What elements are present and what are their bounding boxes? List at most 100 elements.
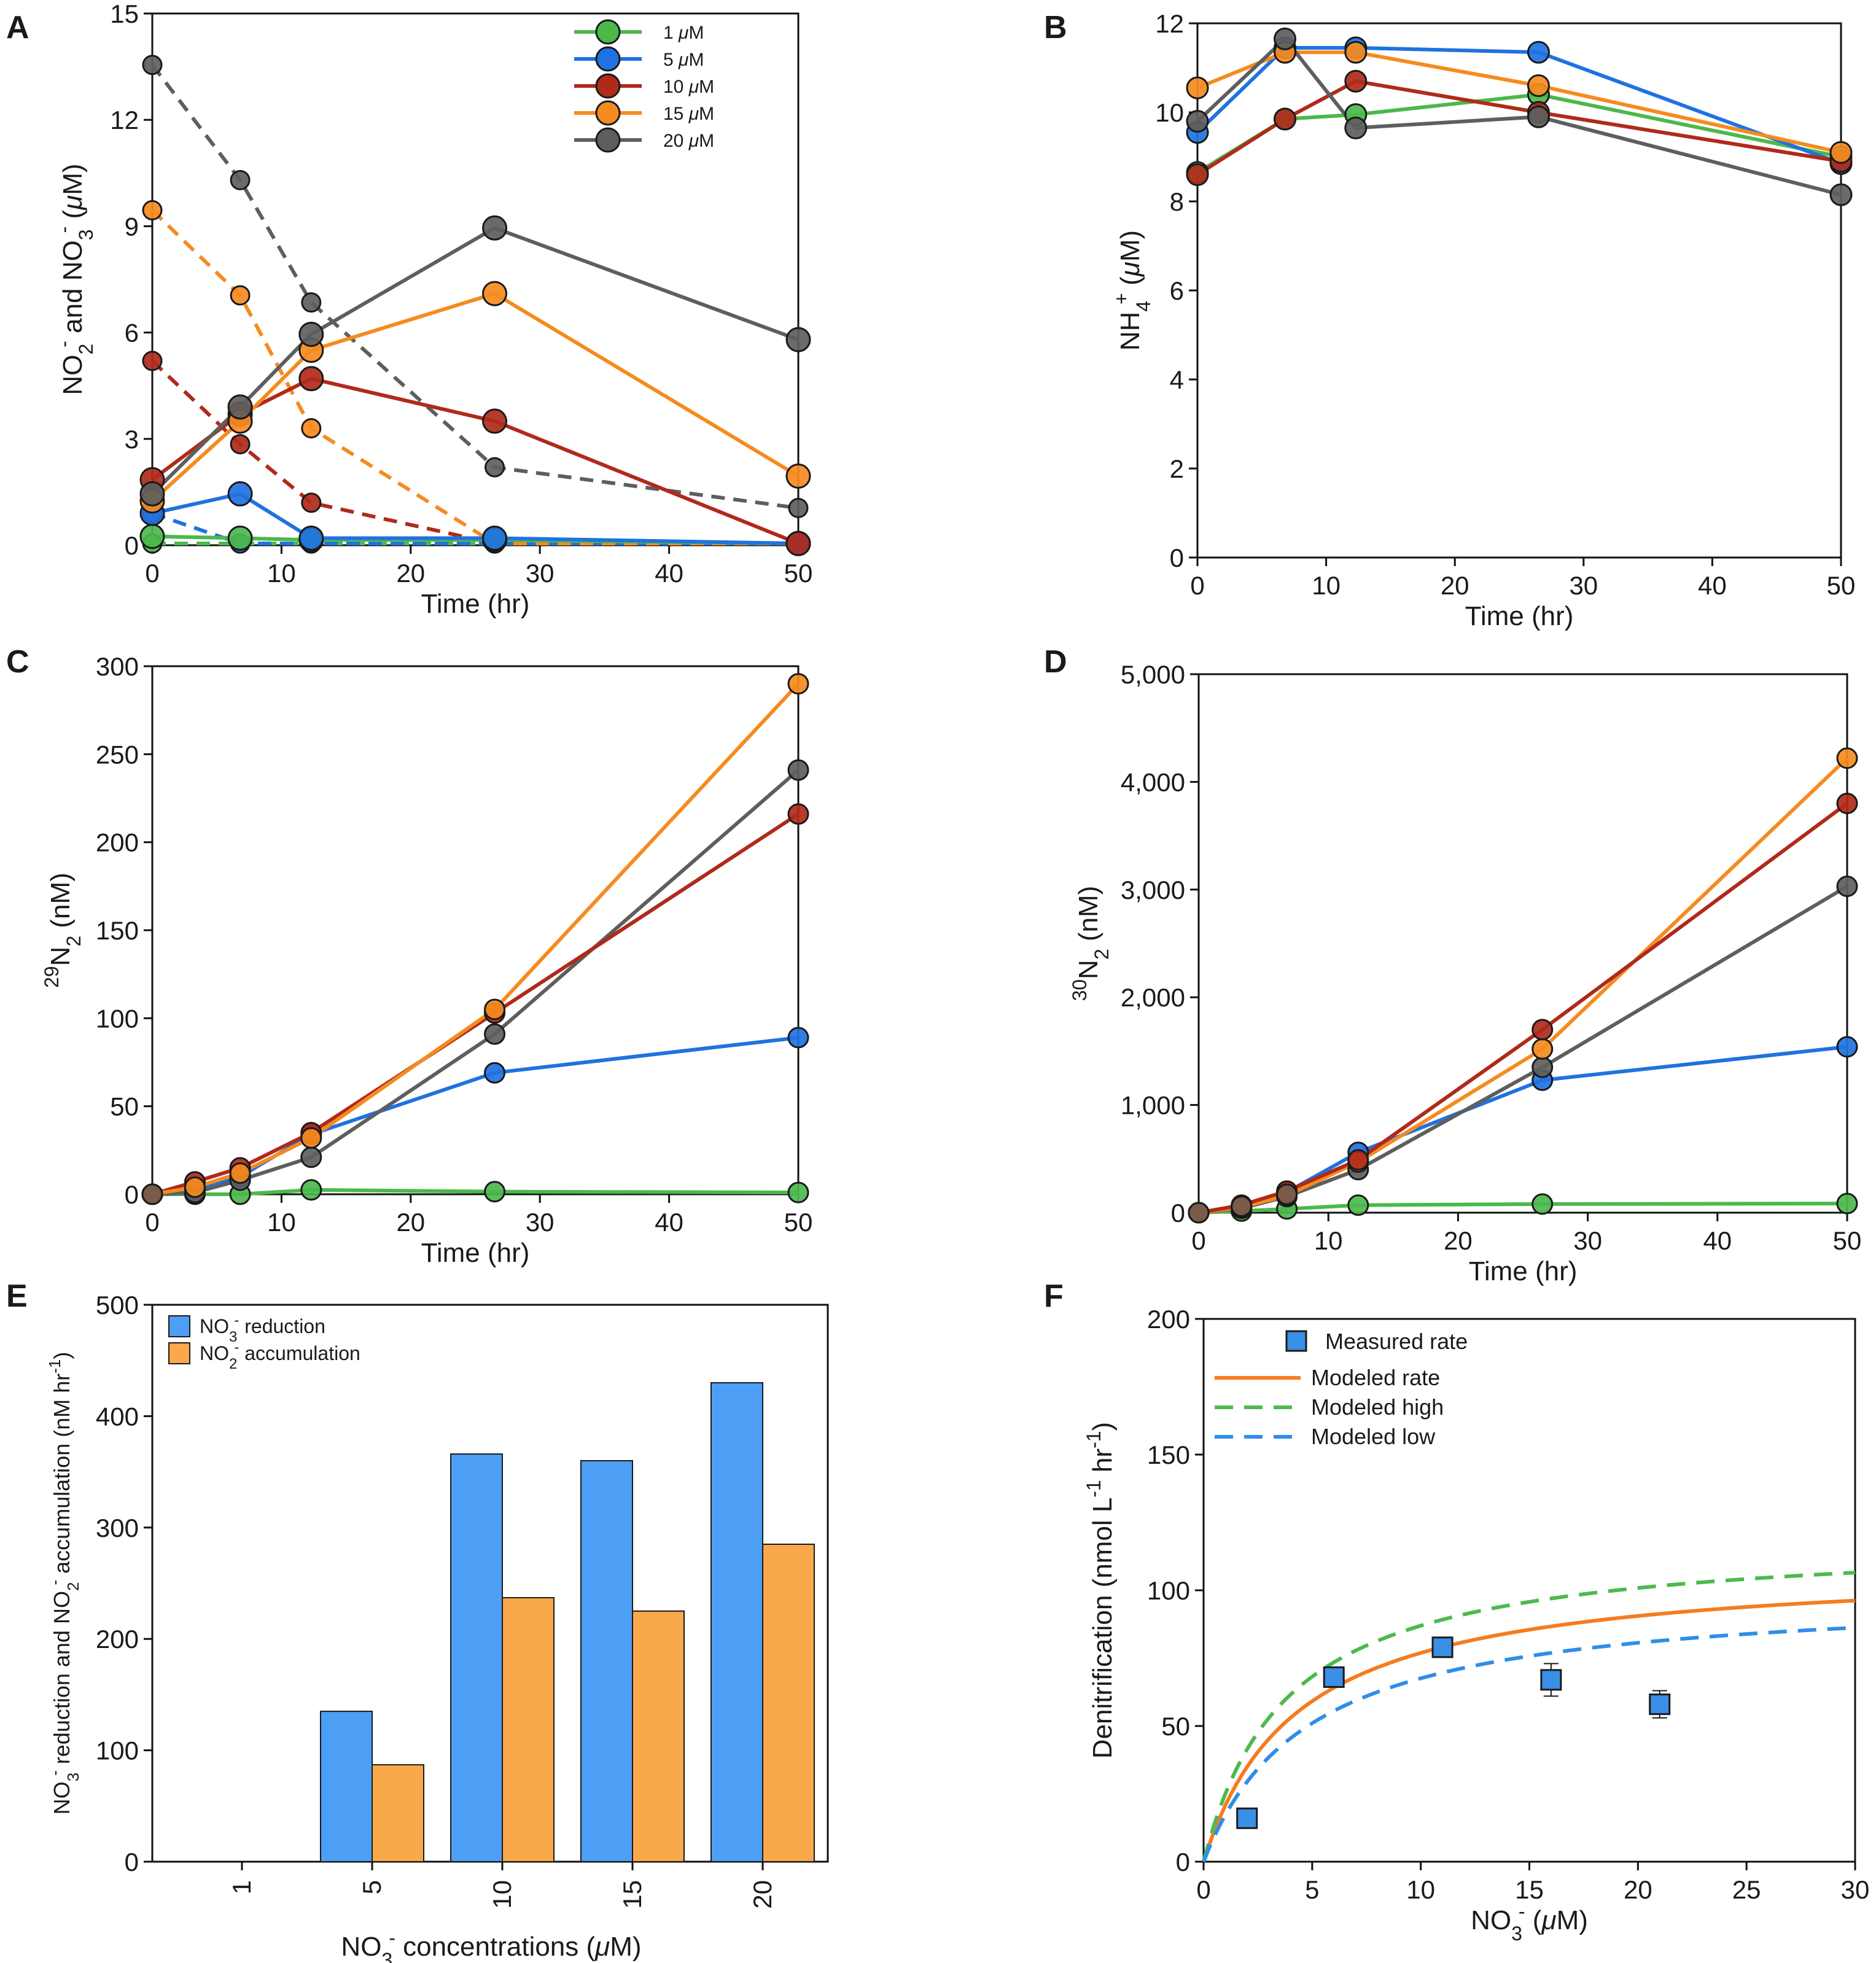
bar [502,1597,555,1863]
text-part: M [688,23,704,43]
text-part: μ [58,195,88,211]
text-part: M [699,77,714,97]
text-part: N [1073,960,1103,979]
y-tick-label: 100 [96,1736,139,1765]
y-tick-label: 100 [96,1004,139,1033]
legend-marker [595,46,621,72]
text-part: NH [1115,312,1145,351]
early-point [1188,1202,1210,1224]
y-axis-label: Denitrification (nmol L-1 hr-1) [1083,1422,1118,1759]
measured-point [1323,1666,1345,1688]
text-part: reduction and NO [49,1591,74,1770]
x-tick-label: 20 [748,1880,777,1909]
data-point [787,1181,809,1203]
text-part: accumulation (nM hr [49,1374,74,1580]
series-line [152,682,800,1196]
y-tick-label: 0 [1176,1848,1190,1876]
text-part: M) [1115,230,1145,262]
legend-swatch [168,1342,190,1364]
model-curve [1202,1571,1856,1862]
data-point [482,215,508,241]
text-part: and NO [58,240,88,341]
x-tick-label: 30 [526,559,555,588]
text-part: - [53,227,75,233]
text-part: μ [688,77,699,97]
data-point [1836,747,1858,769]
text-part: 3 [229,1329,237,1345]
y-tick-label: 200 [1147,1305,1190,1334]
x-tick-label: 30 [1573,1226,1602,1255]
text-part: μ [688,131,699,151]
y-tick-label: 8 [1170,187,1184,216]
text-part: - [1519,1900,1525,1922]
y-tick-label: 6 [1170,276,1184,305]
legend-label: 5 μM [663,50,704,70]
x-tick-label: 20 [396,559,425,588]
series-line [1198,756,1849,1215]
data-point [1532,1056,1554,1078]
series-line [1196,93,1842,174]
x-tick-label: 30 [1841,1875,1870,1904]
y-axis-label: 29N2 (nM) [41,873,85,988]
legend-label: NO2- accumulation [200,1339,360,1372]
text-part: ) [49,1352,74,1359]
data-point [485,457,505,478]
data-point [300,1179,322,1201]
data-point [482,525,508,551]
x-axis-label: Time (hr) [421,1238,530,1268]
data-point [787,673,809,695]
panel-letter: C [6,644,29,680]
bar [710,1382,763,1862]
data-point [230,433,251,454]
text-part: reduction [239,1315,325,1337]
y-tick-label: 4,000 [1121,768,1185,796]
bar [372,1764,424,1862]
text-part: 3 [64,1773,82,1781]
bar [632,1610,685,1863]
text-part: μ [678,23,688,43]
data-point [184,1176,206,1199]
data-point [227,481,253,507]
legend-marker [595,19,621,45]
text-part: - [53,341,75,348]
text-part: 10 [663,77,689,97]
bar [762,1544,815,1862]
data-point [1527,41,1550,64]
x-tick-label: 50 [784,559,813,588]
y-tick-label: 250 [96,740,139,769]
data-point [301,492,322,513]
data-point [298,366,324,392]
text-part: -1 [1083,1431,1105,1448]
series-line [1198,884,1848,1215]
early-point [1276,1183,1298,1205]
text-part: M [688,50,704,70]
data-point [787,803,809,825]
data-point [1344,69,1368,93]
legend-label: Modeled rate [1311,1365,1440,1390]
data-point [142,200,163,220]
x-tick-label: 40 [655,1208,683,1237]
text-part: - [234,1312,239,1329]
data-point [1347,1149,1369,1171]
x-tick-label: 40 [1698,571,1727,600]
text-part: ) [1088,1422,1118,1431]
data-point [301,292,322,313]
x-tick-label: 0 [145,559,159,588]
text-part: -1 [1083,1480,1105,1497]
text-part: 5 [663,50,679,70]
x-tick-label: 25 [1732,1875,1761,1904]
text-part: M) [58,163,88,195]
y-tick-label: 0 [1171,1199,1185,1227]
data-point [1532,1019,1554,1041]
text-part: 3 [75,229,97,240]
text-part: μ [678,50,688,70]
x-tick-label: 0 [1196,1875,1210,1904]
plot-frame [1196,22,1842,559]
y-tick-label: 4 [1170,365,1184,394]
y-tick-label: 10 [1155,98,1184,127]
text-part: - [389,1927,395,1949]
data-point [298,525,324,551]
x-axis-label: Time (hr) [1469,1256,1578,1286]
